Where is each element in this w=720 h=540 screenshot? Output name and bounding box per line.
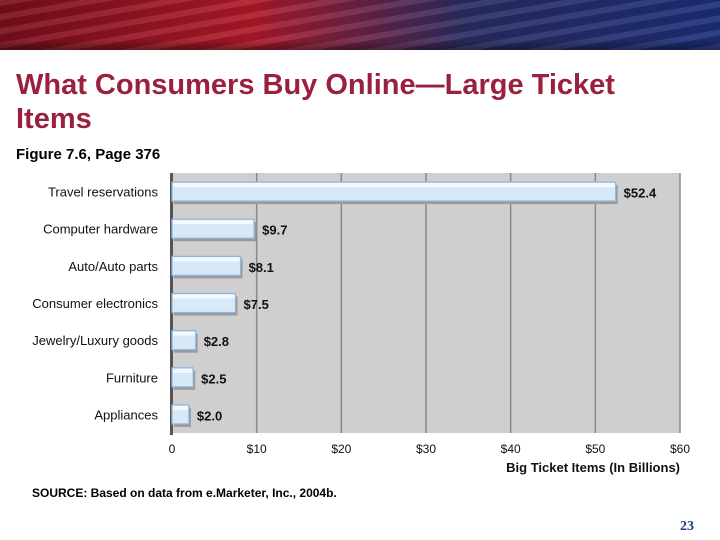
category-label: Consumer electronics (32, 296, 158, 311)
header-banner (0, 0, 720, 50)
source-note: SOURCE: Based on data from e.Marketer, I… (32, 486, 337, 500)
value-label: $2.5 (201, 371, 226, 386)
x-tick-label: $40 (501, 442, 521, 456)
header-banner-shadow (0, 40, 720, 50)
value-label: $2.0 (197, 408, 222, 423)
x-tick-label: 0 (169, 442, 176, 456)
page-number: 23 (680, 519, 694, 534)
x-tick-label: $50 (585, 442, 605, 456)
category-label: Computer hardware (43, 222, 158, 237)
bar-chart: 0 $10 $20 $30 $40 $50 $60 Travel reservations $5… (32, 173, 690, 475)
category-label: Furniture (106, 370, 158, 385)
category-label: Appliances (94, 407, 158, 422)
bar-highlight (173, 257, 240, 262)
slide-subtitle: Figure 7.6, Page 376 (16, 146, 161, 163)
x-tick-label: $60 (670, 442, 690, 456)
value-label: $7.5 (244, 297, 269, 312)
category-label: Travel reservations (48, 185, 159, 200)
value-label: $8.1 (249, 260, 274, 275)
bar-highlight (173, 368, 193, 373)
bar-highlight (173, 220, 254, 225)
header-banner-texture (0, 0, 720, 50)
bar-highlight (173, 331, 195, 336)
value-label: $2.8 (204, 334, 229, 349)
x-tick-label: $20 (331, 442, 351, 456)
value-label: $9.7 (262, 223, 287, 238)
value-label: $52.4 (624, 186, 657, 201)
bar-highlight (173, 183, 615, 188)
x-tick-label: $10 (247, 442, 267, 456)
x-axis-title: Big Ticket Items (In Billions) (506, 460, 680, 475)
category-label: Jewelry/Luxury goods (32, 333, 158, 348)
category-label: Auto/Auto parts (68, 259, 158, 274)
slide-title: What Consumers Buy Online—Large Ticket I… (16, 69, 615, 135)
x-tick-label: $30 (416, 442, 436, 456)
bar-highlight (173, 294, 235, 299)
bar-highlight (173, 405, 188, 410)
